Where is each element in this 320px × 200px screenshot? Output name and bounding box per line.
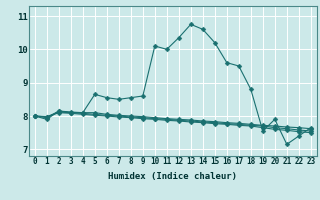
- X-axis label: Humidex (Indice chaleur): Humidex (Indice chaleur): [108, 172, 237, 181]
